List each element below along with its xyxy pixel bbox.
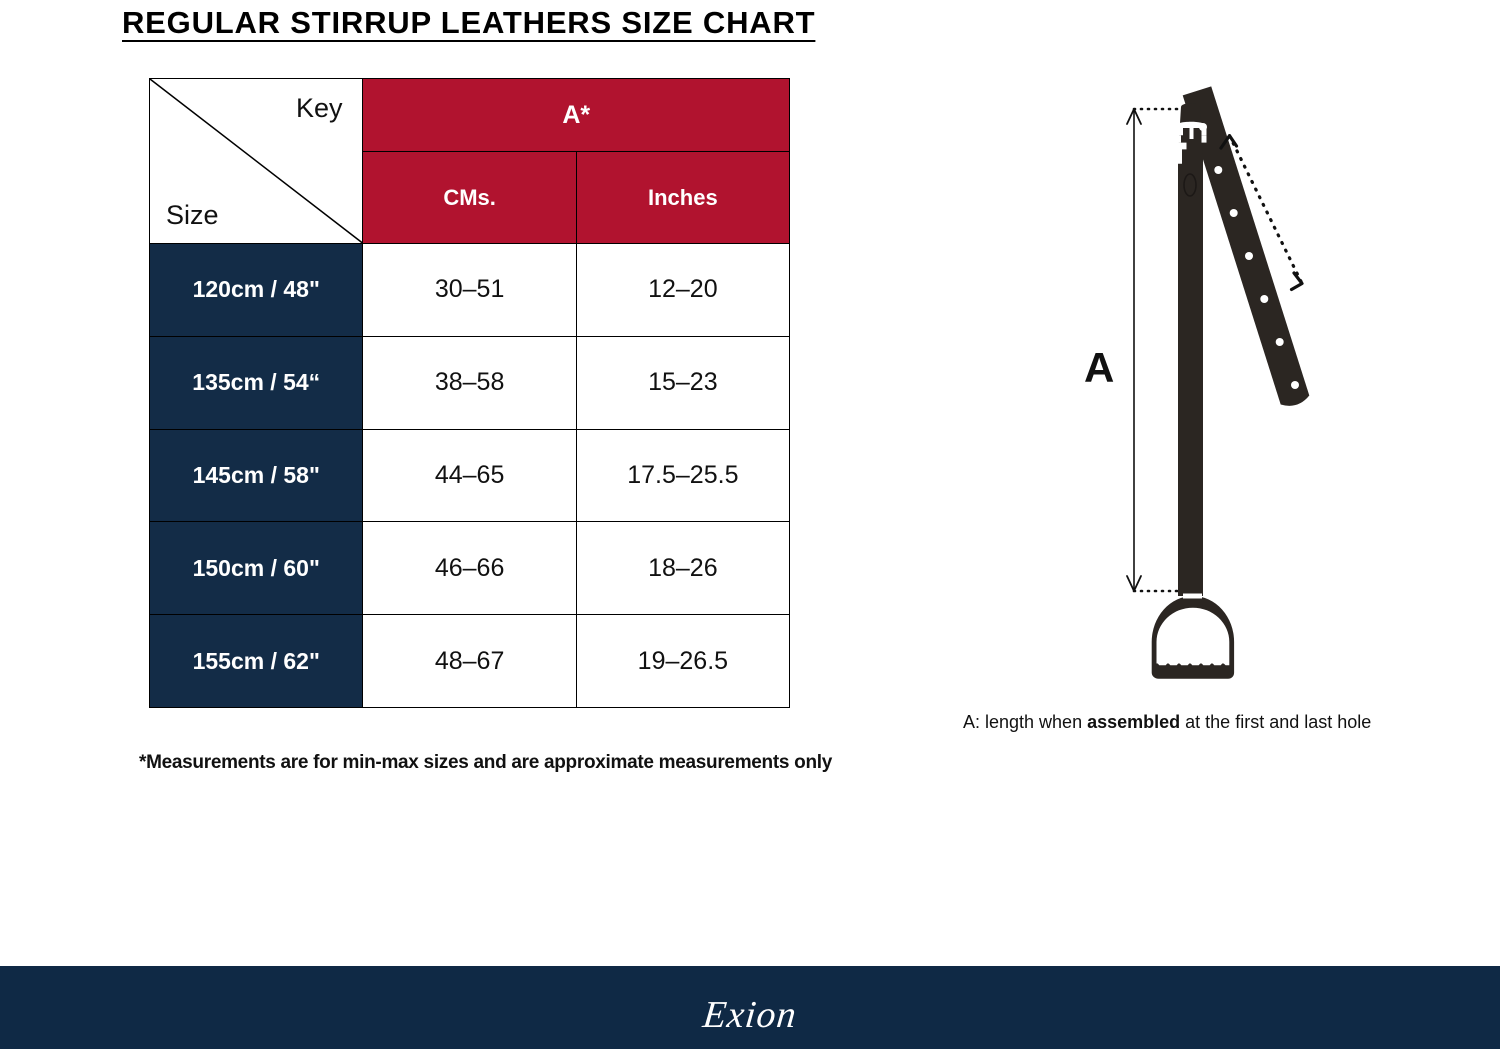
svg-text:A: A [1084, 344, 1114, 391]
